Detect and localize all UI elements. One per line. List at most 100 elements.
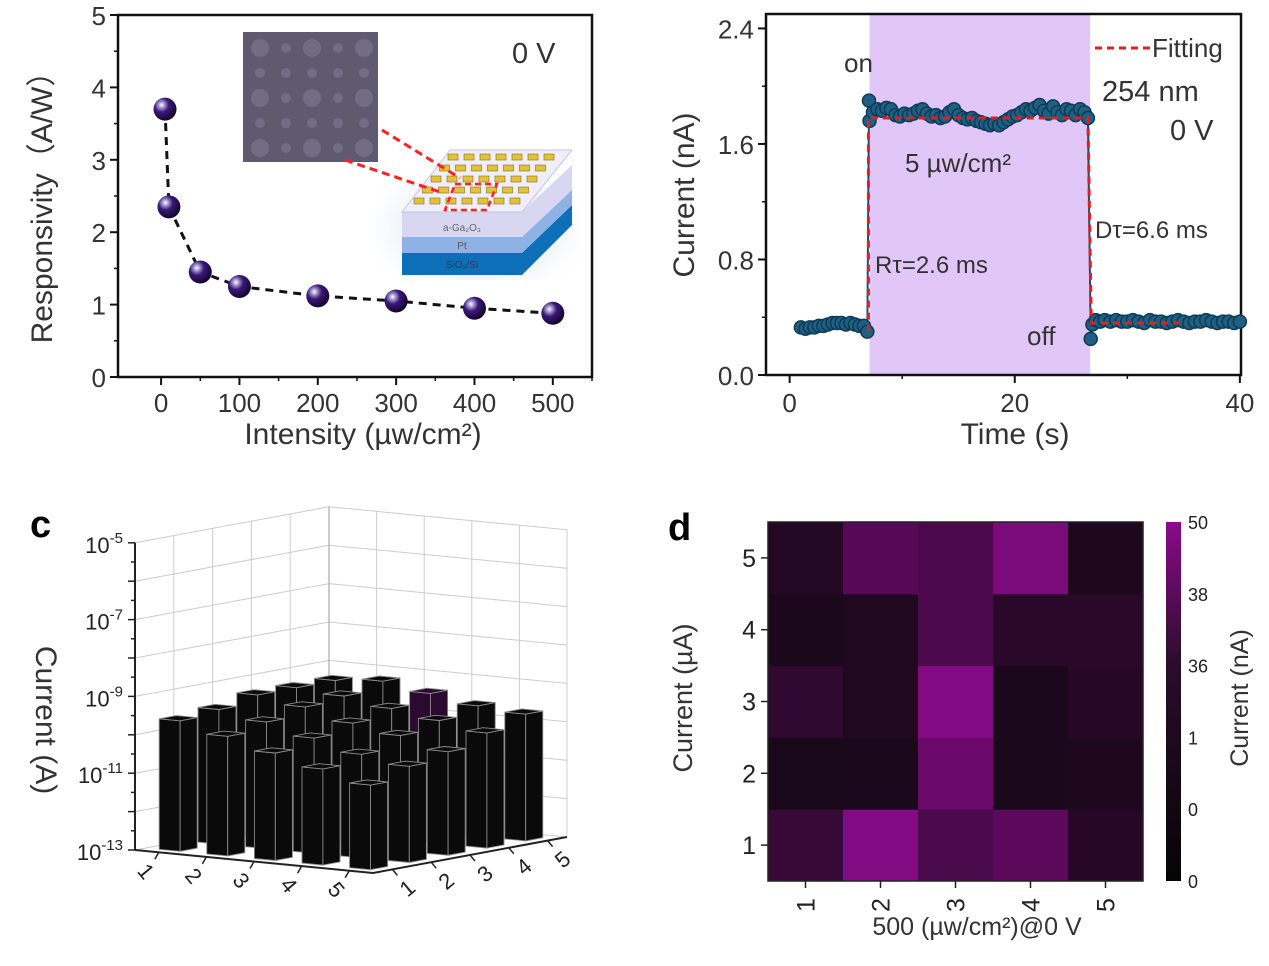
decay-time-annotation: Dτ=6.6 ms <box>1095 217 1208 244</box>
photo-electrode-dot <box>333 93 343 103</box>
heatmap-cell <box>918 737 994 810</box>
photo-electrode-dot <box>281 93 291 103</box>
data-point <box>153 97 177 121</box>
gold-electrode <box>439 164 450 172</box>
x-tick-label: 500 <box>531 388 574 418</box>
y-tick-label: 1 <box>742 832 756 860</box>
y-tick-label: 2 <box>92 218 106 248</box>
x-axis-label: 500 (µw/cm²)@0 V <box>872 913 1082 941</box>
y-tick-label: 5 <box>742 545 756 573</box>
bar-side-face <box>227 732 246 857</box>
gold-electrode <box>535 164 546 172</box>
x-tick-label: 3 <box>943 898 971 912</box>
off-annotation: off <box>1027 321 1056 351</box>
x-tick-label: 1 <box>132 859 159 884</box>
photo-electrode-dot <box>251 39 269 57</box>
y-tick-label: 4 <box>92 73 106 103</box>
x-axis-label: Time (s) <box>961 418 1070 451</box>
bar-top-face <box>254 747 293 754</box>
gold-electrode <box>447 153 459 161</box>
heatmap-cell <box>1068 809 1144 882</box>
colorbar-tick-label: 50 <box>1188 513 1208 533</box>
gold-electrode <box>462 175 474 183</box>
photo-electrode-dot <box>359 68 369 78</box>
rise-time-annotation: Rτ=2.6 ms <box>875 252 988 279</box>
gold-electrode <box>526 175 538 183</box>
bar-top-face <box>323 690 362 697</box>
zoom-indicator-line <box>381 128 461 180</box>
gold-electrode <box>470 186 481 194</box>
grid-line-horizontal <box>134 583 568 621</box>
photo-electrode-dot <box>255 68 265 78</box>
bar-top-face <box>206 730 245 737</box>
y-tick-label: 2 <box>742 760 756 788</box>
zoom-indicator-line <box>344 158 441 194</box>
panel-a-responsivity-chart: a-Ga₂O₃ Pt SiO₂/Si 0 1 2 3 4 5 0 100 200 300 400 500 In… <box>26 1 594 451</box>
y-axis-label: Responsivity（A/W） <box>26 57 59 344</box>
x-tick-label: 5 <box>1093 898 1121 912</box>
bar-3d <box>465 727 505 849</box>
gold-electrode <box>429 197 441 205</box>
x-tick-label: 400 <box>453 388 496 418</box>
x-tick-label: 4 <box>1018 898 1046 912</box>
bar-top-face <box>293 732 332 739</box>
bar-top-face <box>361 675 401 682</box>
bar-3d <box>301 763 341 866</box>
bar-side-face <box>408 762 427 864</box>
layer-label-substrate: SiO₂/Si <box>446 260 478 271</box>
y-tick-label: 3 <box>742 689 756 717</box>
bias-annotation: 0 V <box>512 38 556 70</box>
z-tick-base: 10 <box>85 533 109 558</box>
y-tick-label: 3 <box>472 860 497 887</box>
photo-electrode-dot <box>303 139 321 157</box>
grid-line-horizontal <box>134 506 568 544</box>
photo-electrode-dot <box>281 43 291 53</box>
heatmap-cell <box>993 809 1069 882</box>
y-tick-label: 2.4 <box>718 14 754 44</box>
z-tick-base: 10 <box>77 840 101 865</box>
gold-electrode <box>478 175 490 183</box>
data-point <box>1083 331 1098 347</box>
photo-electrode-dot <box>359 118 369 128</box>
photo-electrode-dot <box>307 118 317 128</box>
wavelength-annotation: 254 nm <box>1102 76 1199 108</box>
panel-c-label: c <box>30 504 51 546</box>
legend-fitting-label: Fitting <box>1152 33 1223 63</box>
x-tick-label: 2 <box>868 898 896 912</box>
bar-top-face <box>418 714 457 721</box>
z-tick-base: 10 <box>85 686 109 711</box>
photo-electrode-dot <box>251 89 269 107</box>
y-tick <box>469 854 476 862</box>
heatmap-cell <box>768 665 844 738</box>
heatmap-cell <box>918 593 994 667</box>
photo-electrode-dot <box>333 118 343 128</box>
gold-electrode <box>455 164 466 172</box>
x-tick-label: 1 <box>793 898 821 912</box>
gold-electrode <box>454 186 465 194</box>
photo-electrode-dot <box>355 39 373 57</box>
bar-top-face <box>245 716 284 723</box>
x-tick <box>344 870 350 879</box>
bar-front-face <box>206 733 229 857</box>
inset-microscope-photo <box>243 32 378 162</box>
bar-front-face <box>504 711 527 842</box>
gold-electrode <box>527 153 539 161</box>
data-point <box>157 195 181 219</box>
intensity-annotation: 5 µw/cm² <box>905 148 1011 178</box>
bias-annotation: 0 V <box>1170 115 1214 147</box>
x-tick <box>296 865 303 874</box>
y-tick-label: 2 <box>434 868 459 895</box>
z-tick-label: 10-11 <box>78 760 123 788</box>
heatmap-cell <box>768 809 844 882</box>
data-point <box>384 289 408 313</box>
photo-electrode-dot <box>281 143 291 153</box>
bar-top-face <box>370 702 409 709</box>
heatmap-cell <box>993 737 1069 810</box>
x-axis-label: Intensity (µw/cm²) <box>244 418 481 451</box>
z-tick-label: 10-5 <box>85 530 123 558</box>
photo-electrode-dot <box>281 68 291 78</box>
bar-top-face <box>197 703 237 710</box>
bar-front-face <box>158 718 181 852</box>
zoom-indicator-box <box>443 182 499 212</box>
heatmap-cell <box>1068 665 1144 738</box>
